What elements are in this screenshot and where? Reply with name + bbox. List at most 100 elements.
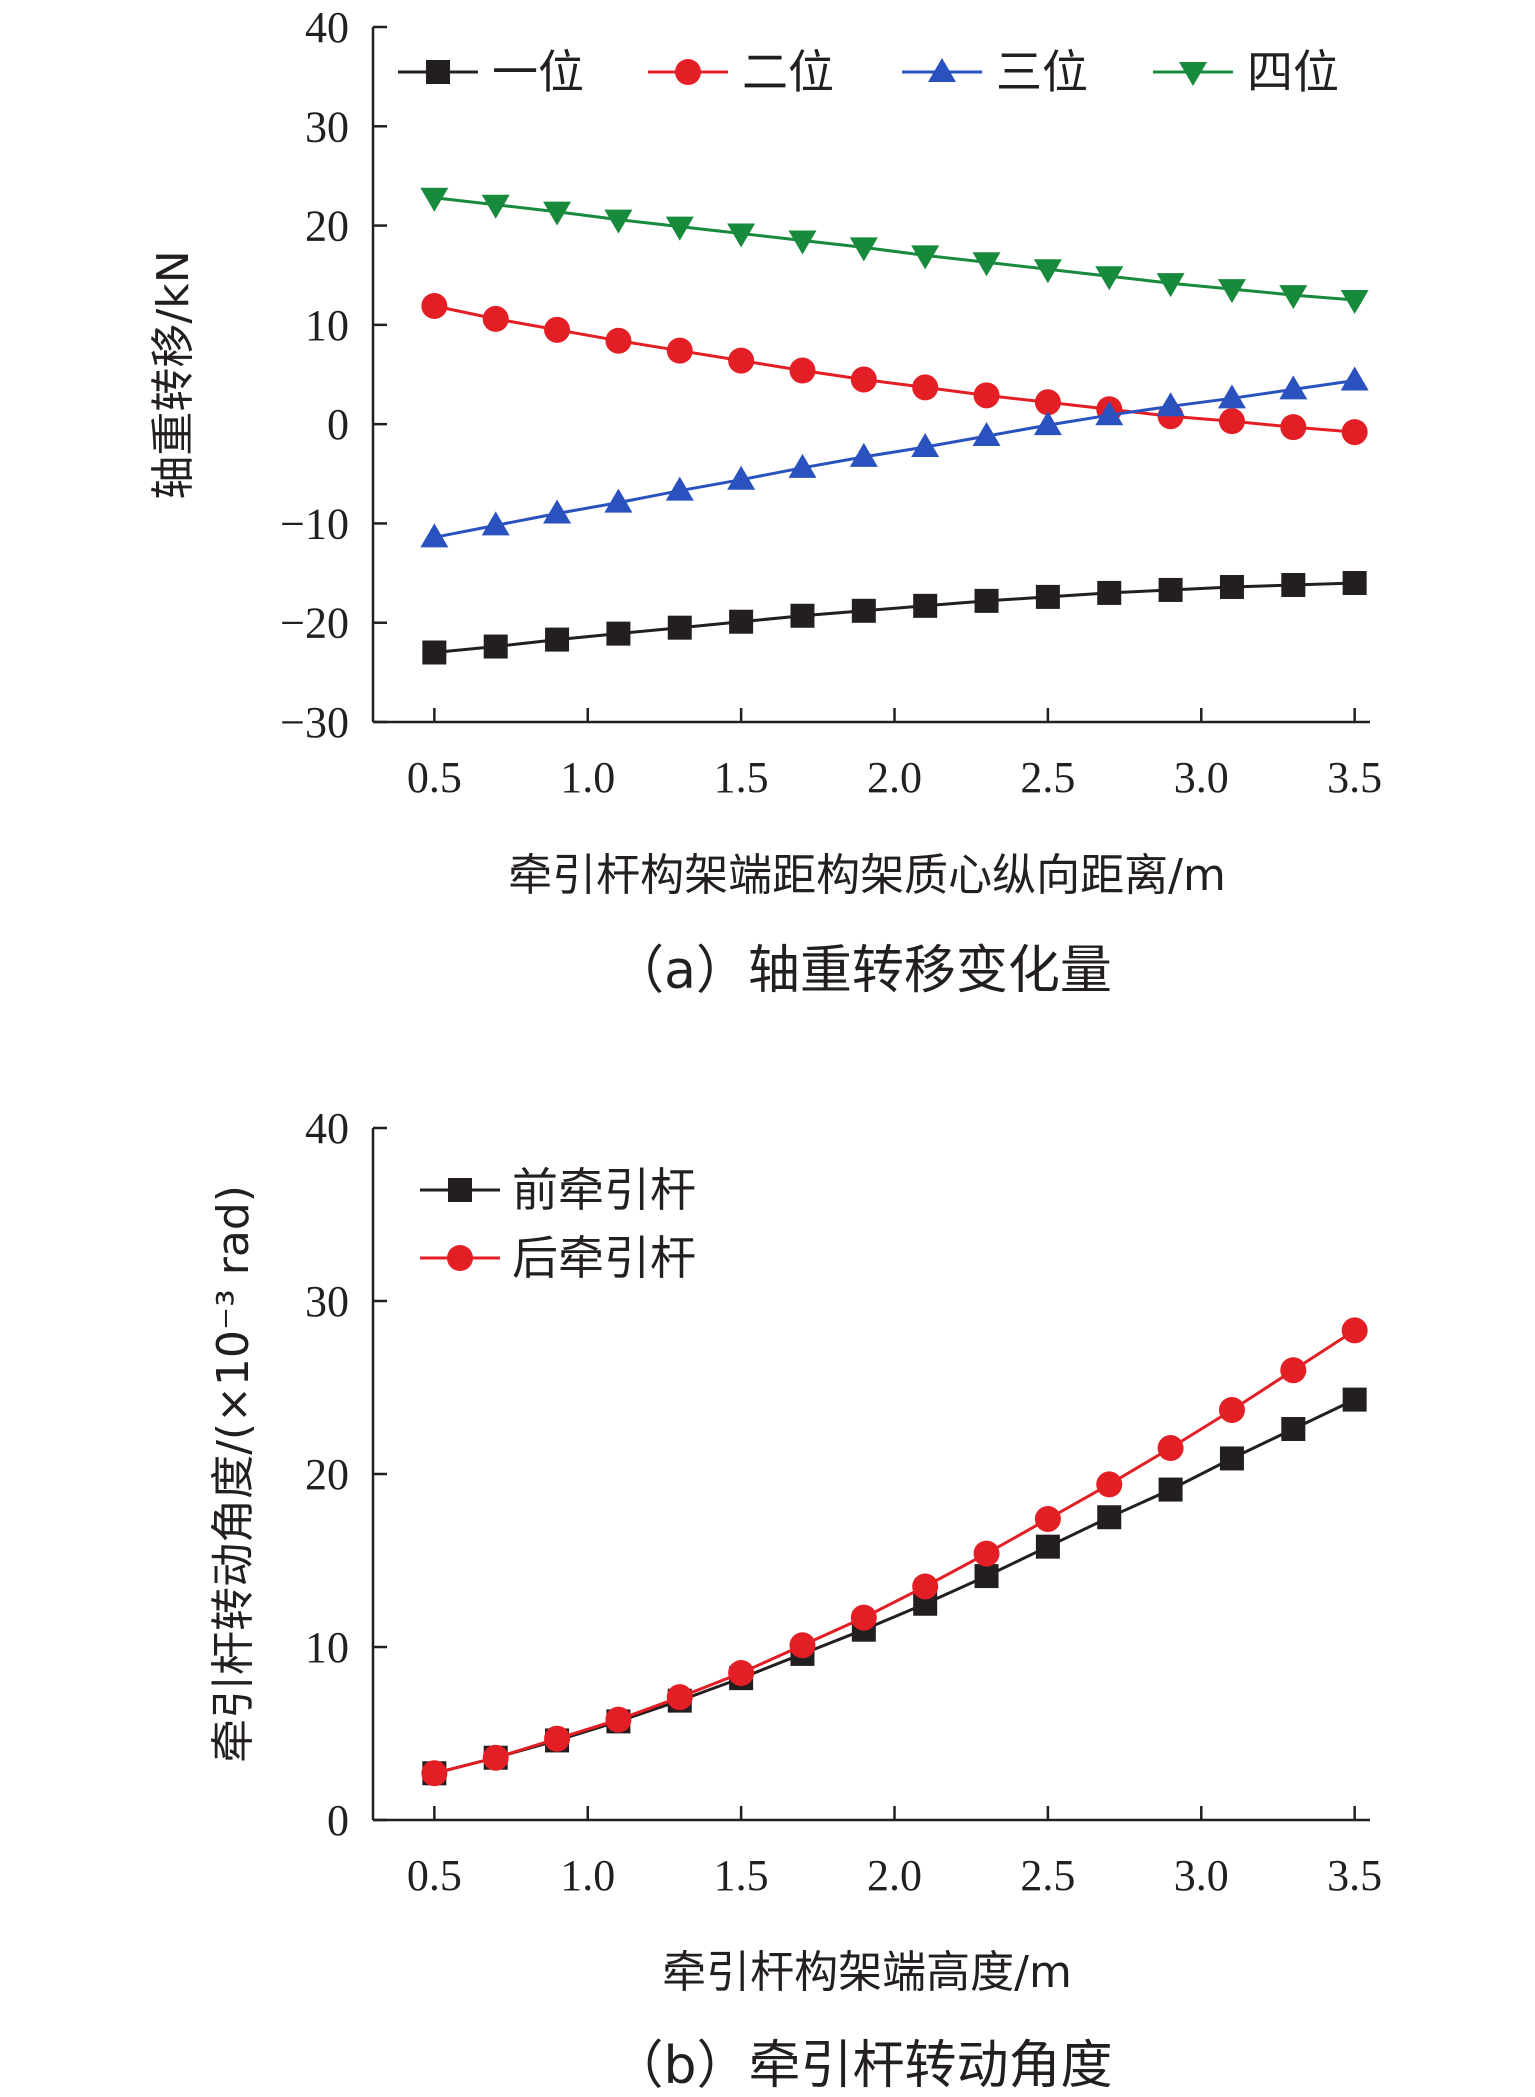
chart-a-data-point xyxy=(483,634,508,659)
chart-a-x-axis-label: 牵引杆构架端距构架质心纵向距离/m xyxy=(508,850,1226,901)
chart-a-data-point xyxy=(666,337,693,364)
chart-drawbar-rotation: 40 30 20 10 0 0.5 1.0 1.5 2.0 2.5 3.0 3.5 前牵引杆 后牵引杆… xyxy=(208,1104,1382,2096)
chart-a-y-tick-label: −10 xyxy=(280,499,349,548)
chart-b-series xyxy=(421,1317,1368,1787)
chart-b-data-point xyxy=(1035,1534,1060,1559)
chart-a-x-tick-label: 2.5 xyxy=(1020,753,1075,802)
chart-a-y-tick-label: −30 xyxy=(280,698,349,747)
chart-a-caption: （a）轴重转移变化量 xyxy=(612,941,1112,1001)
chart-b-series-1 xyxy=(422,1387,1367,1786)
chart-a-data-point xyxy=(911,432,940,457)
chart-a-data-point xyxy=(543,201,572,226)
chart-b-y-axis-label: 牵引杆转动角度/(×10⁻³ rad) xyxy=(208,1185,259,1763)
chart-a-x-tick-label: 3.0 xyxy=(1174,753,1229,802)
chart-b-data-point xyxy=(850,1604,877,1631)
legend-marker-circle xyxy=(675,59,701,85)
chart-b-x-tick-label: 1.0 xyxy=(560,1851,615,1900)
chart-a-legend: 一位 二位 三位 四位 xyxy=(398,45,1339,99)
legend-item-pos4: 四位 xyxy=(1153,45,1339,99)
chart-a-y-tick-label: 0 xyxy=(327,400,349,449)
chart-a-data-point xyxy=(1217,279,1246,304)
chart-a-data-point xyxy=(1034,389,1061,416)
chart-a-data-point xyxy=(974,588,999,613)
chart-a-data-point xyxy=(605,327,632,354)
chart-a-data-point xyxy=(1156,392,1185,417)
chart-a-data-point xyxy=(606,621,631,646)
chart-a-data-point xyxy=(1281,572,1306,597)
chart-a-y-tick-label: 30 xyxy=(305,102,349,151)
chart-a-data-point xyxy=(1340,366,1369,391)
chart-b-data-point xyxy=(1096,1471,1123,1498)
chart-a-data-point xyxy=(789,357,816,384)
chart-a-ticks: 40 30 20 10 0 −10 −20 −30 0.5 1.0 1.5 2.0 2.5 3.0 3.5 xyxy=(280,3,1382,802)
chart-a-data-point xyxy=(604,209,633,234)
chart-a-y-axis-label: 轴重转移/kN xyxy=(148,250,199,499)
legend-marker-square xyxy=(426,60,450,84)
chart-a-data-point xyxy=(481,194,510,219)
chart-a-data-point xyxy=(1280,414,1307,441)
chart-a-x-tick-label: 1.0 xyxy=(560,753,615,802)
chart-a-data-point xyxy=(422,640,447,665)
chart-a-data-point xyxy=(604,488,633,513)
chart-b-legend: 前牵引杆 后牵引杆 xyxy=(420,1163,696,1285)
chart-a-data-point xyxy=(1342,571,1367,595)
chart-b-data-point xyxy=(1342,1387,1367,1412)
chart-a-series xyxy=(420,187,1369,665)
chart-a-series-line xyxy=(434,196,1355,302)
chart-b-data-point xyxy=(728,1659,755,1686)
chart-a-data-point xyxy=(849,237,878,262)
chart-a-data-point xyxy=(481,511,510,536)
chart-a-y-tick-label: −20 xyxy=(280,599,349,648)
chart-b-data-point xyxy=(666,1684,693,1711)
chart-a-data-point xyxy=(972,252,1001,277)
chart-b-data-point xyxy=(1281,1417,1306,1442)
chart-a-data-point xyxy=(1340,290,1369,315)
chart-b-series-line xyxy=(434,1329,1356,1775)
chart-a-data-point xyxy=(543,499,572,524)
chart-a-data-point xyxy=(1279,375,1308,400)
chart-a-data-point xyxy=(420,523,449,548)
chart-a-data-point xyxy=(911,245,940,270)
chart-a-data-point xyxy=(788,230,817,255)
legend-marker-square xyxy=(448,1178,472,1202)
chart-a-data-point xyxy=(1033,411,1062,436)
chart-a-data-point xyxy=(1095,401,1124,426)
chart-a-data-point xyxy=(728,347,755,374)
chart-a-data-point xyxy=(972,422,1001,447)
chart-a-data-point xyxy=(1033,259,1062,284)
chart-a-y-tick-label: 10 xyxy=(305,301,349,350)
chart-b-data-point xyxy=(789,1632,816,1659)
chart-a-x-tick-label: 0.5 xyxy=(407,753,462,802)
chart-a-data-point xyxy=(1219,574,1244,599)
chart-b-y-tick-label: 40 xyxy=(305,1104,349,1153)
legend-label-pos2: 二位 xyxy=(742,45,834,99)
chart-b-data-point xyxy=(1157,1435,1184,1462)
chart-a-data-point xyxy=(729,609,754,634)
chart-a-data-point xyxy=(1217,384,1246,409)
legend-label-pos4: 四位 xyxy=(1247,45,1339,99)
chart-a-y-tick-label: 20 xyxy=(305,202,349,251)
chart-a-data-point xyxy=(1158,577,1183,602)
chart-b-data-point xyxy=(482,1744,509,1771)
chart-a-data-point xyxy=(667,615,692,640)
chart-a-data-point xyxy=(727,223,756,248)
chart-a-data-point xyxy=(421,292,448,319)
chart-b-data-point xyxy=(421,1760,448,1787)
chart-a-data-point xyxy=(850,366,877,393)
chart-a-x-tick-label: 3.5 xyxy=(1327,753,1382,802)
chart-b-x-tick-label: 2.0 xyxy=(867,1851,922,1900)
legend-item-pos2: 二位 xyxy=(648,45,834,99)
legend-label-pos1: 一位 xyxy=(492,45,584,99)
chart-a-series-3 xyxy=(420,366,1369,548)
legend-label-pos3: 三位 xyxy=(996,45,1088,99)
legend-marker-circle xyxy=(447,1245,473,1271)
chart-b-ticks: 40 30 20 10 0 0.5 1.0 1.5 2.0 2.5 3.0 3.5 xyxy=(305,1104,1382,1900)
chart-b-data-point xyxy=(1034,1505,1061,1532)
chart-a-data-point xyxy=(665,216,694,241)
legend-item-pos1: 一位 xyxy=(398,45,584,99)
legend-item-pos3: 三位 xyxy=(902,45,1088,99)
chart-a-series-line xyxy=(434,379,1355,539)
chart-a-series-1 xyxy=(422,571,1367,665)
chart-a-data-point xyxy=(1097,580,1122,605)
chart-a-data-point xyxy=(851,598,876,623)
